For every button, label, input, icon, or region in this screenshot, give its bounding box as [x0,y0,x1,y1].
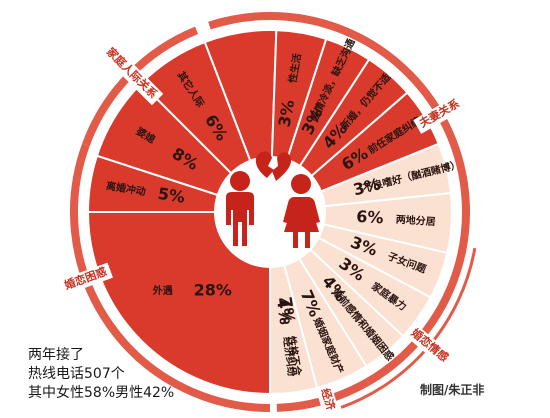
category-label-bg [58,262,113,296]
category-label-bg [413,94,467,134]
category-label-bg [315,382,340,417]
category-label-4: 经济 [315,382,340,417]
slice-text-1: 外遇 28% [152,281,232,300]
slice-label-1: 外遇 [152,284,173,297]
category-label-text: 经济 [318,387,338,413]
slice-value-11: 6% [356,207,384,228]
slice-text-11: 两地分居 6% [356,207,436,228]
note-line-3: 其中女性58%男性42% [28,385,175,401]
credit-text: 制图/朱正非 [420,383,485,397]
slice-value-16: 4% [273,296,295,325]
slice-1 [86,211,271,396]
slice-value-2: 5% [156,184,186,207]
slice-value-5: 7% [276,295,299,325]
slice-value-1: 28% [194,281,232,300]
category-arc-1 [70,143,271,412]
center-figures [226,151,320,248]
slice-16 [269,263,319,396]
note-line-1: 两年接了 [28,347,84,363]
category-arc-3 [208,12,470,386]
man-icon [226,171,254,246]
note-line-2: 热线电话507个 [28,366,125,382]
slice-label-11: 两地分居 [395,213,436,228]
pie-slices [86,29,453,396]
woman-icon [283,174,320,248]
slice-value-6: 3% [275,98,298,128]
category-label-bg [99,41,164,106]
category-label-bg [404,322,455,369]
hotline-note: 两年接了 热线电话507个 其中女性58%男性42% [28,346,174,403]
broken-heart-icon [255,151,292,181]
